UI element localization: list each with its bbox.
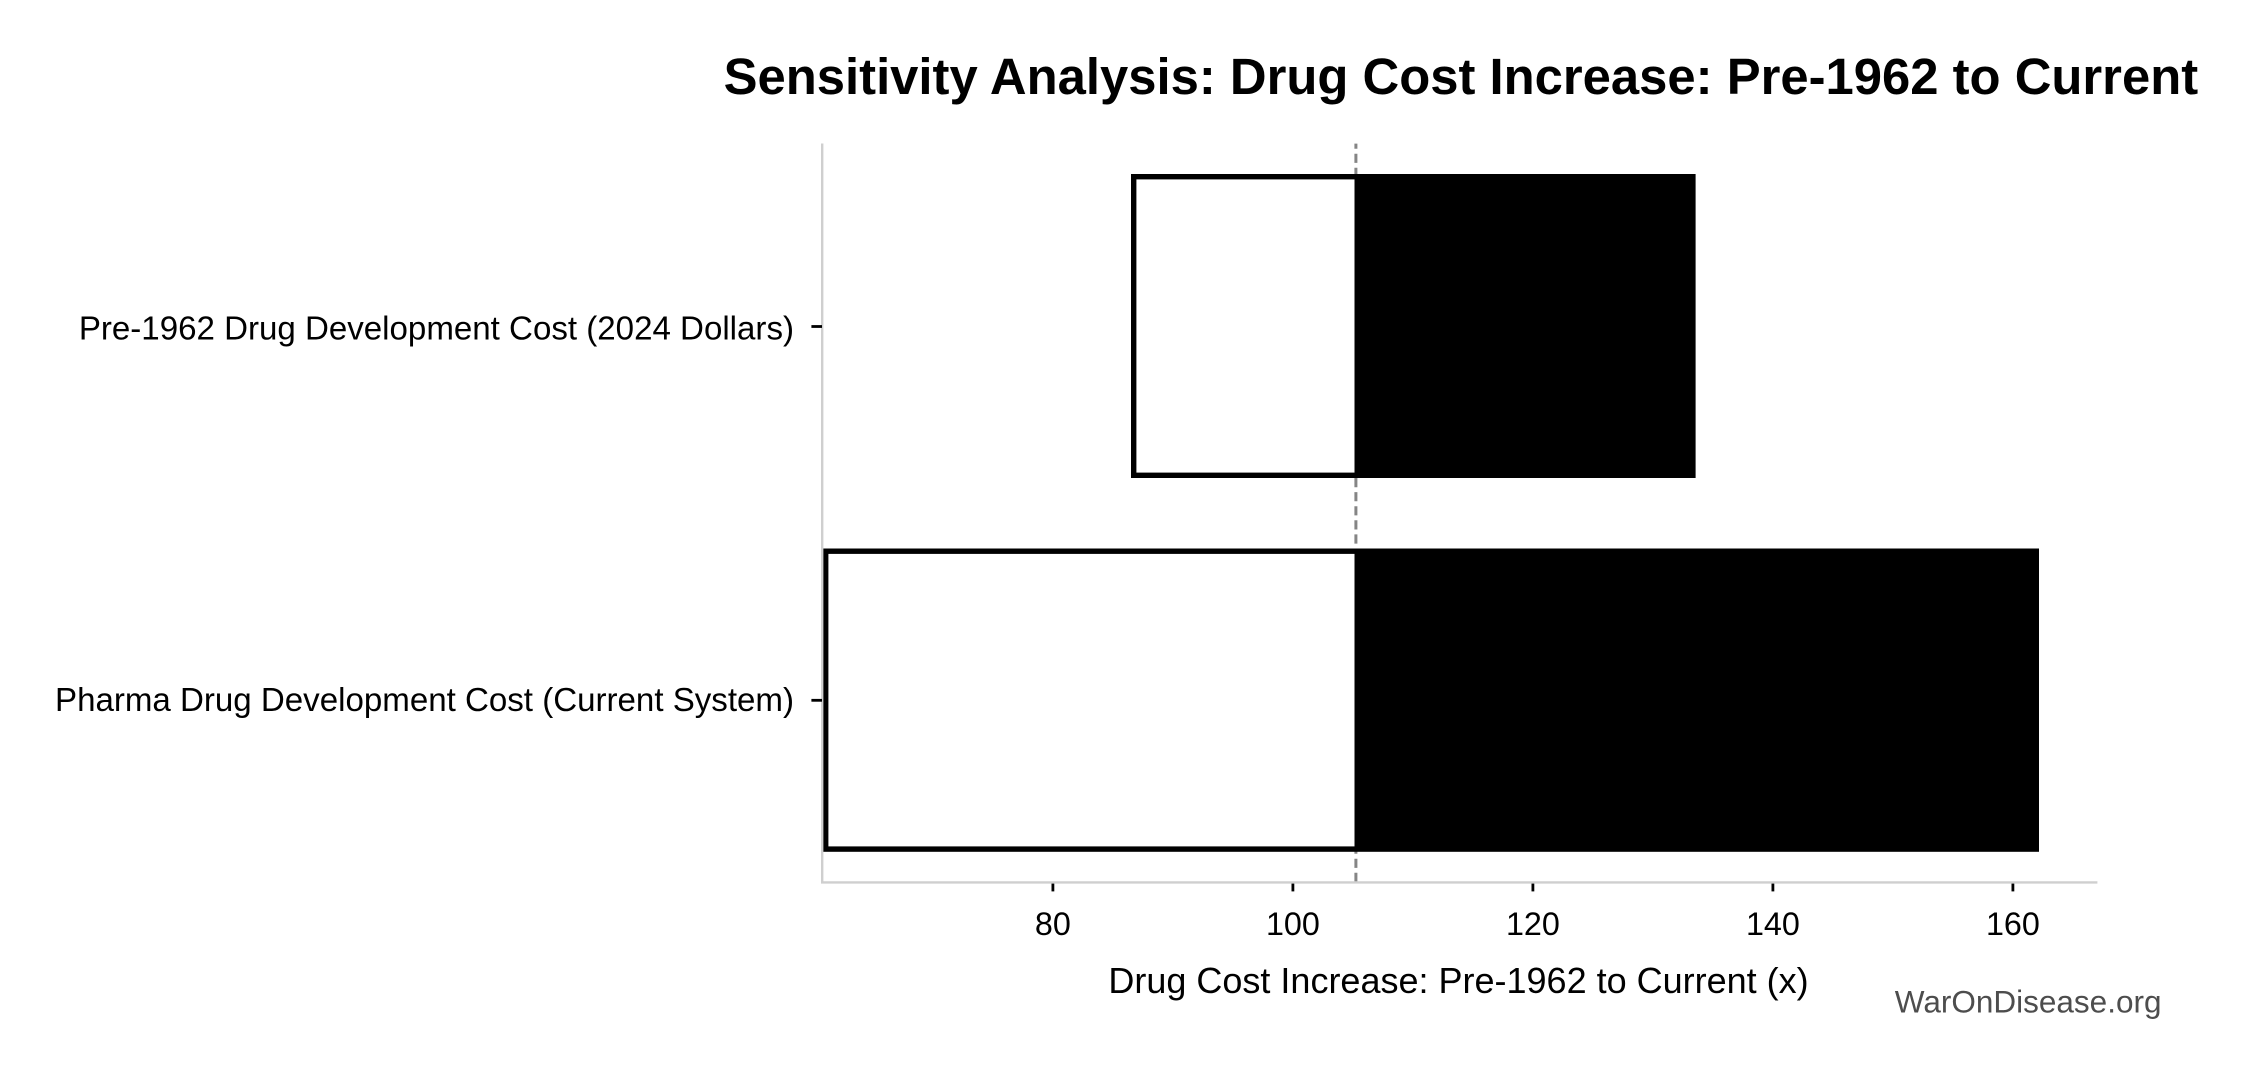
svg-text:100: 100 — [1266, 906, 1320, 942]
svg-text:120: 120 — [1506, 906, 1560, 942]
svg-text:WarOnDisease.org: WarOnDisease.org — [1895, 984, 2162, 1020]
svg-text:140: 140 — [1746, 906, 1800, 942]
svg-text:160: 160 — [1986, 906, 2040, 942]
svg-text:Drug Cost Increase: Pre-1962 t: Drug Cost Increase: Pre-1962 to Current … — [1108, 960, 1808, 1001]
svg-text:Pharma Drug Development Cost (: Pharma Drug Development Cost (Current Sy… — [55, 682, 794, 719]
svg-text:80: 80 — [1035, 906, 1071, 942]
svg-text:Pre-1962 Drug Development Cost: Pre-1962 Drug Development Cost (2024 Dol… — [79, 311, 794, 348]
svg-text:Sensitivity Analysis: Drug Cos: Sensitivity Analysis: Drug Cost Increase… — [724, 48, 2199, 105]
